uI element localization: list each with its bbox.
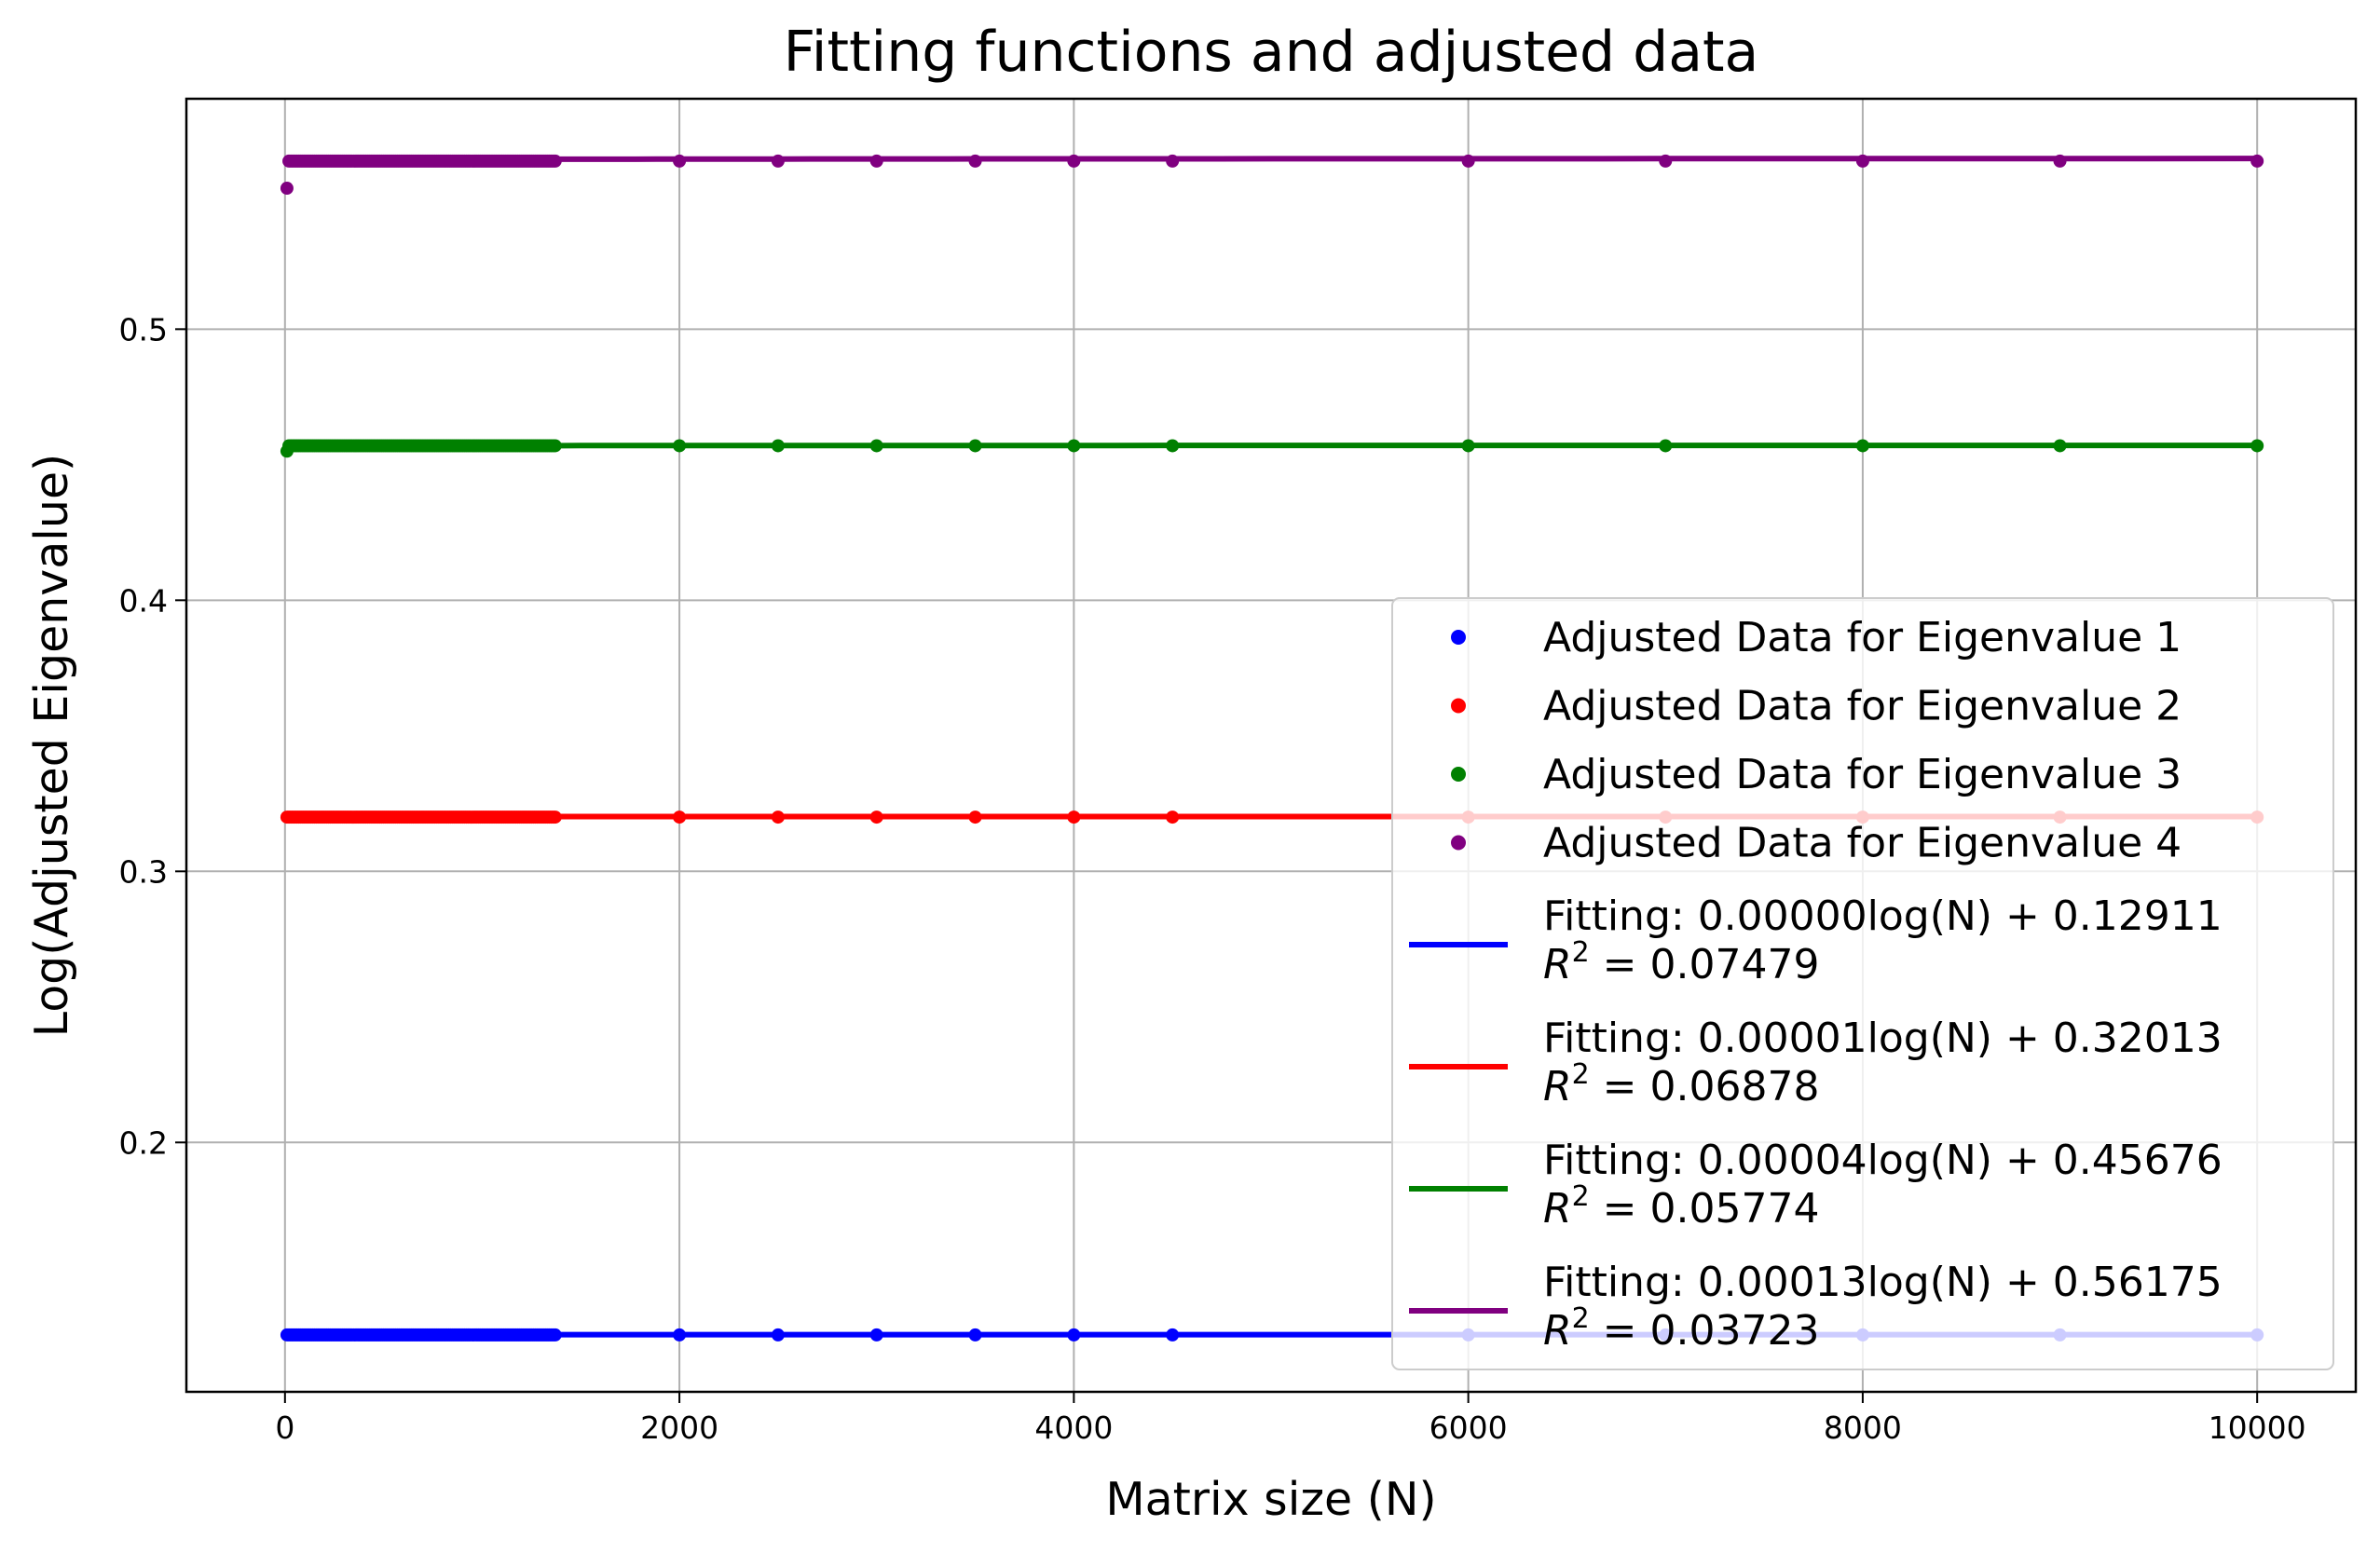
x-tick-label: 0 [275,1410,294,1446]
data-point [2250,439,2264,453]
data-point [1067,1328,1081,1342]
data-point [771,811,785,824]
r2-symbol: R [1543,1063,1572,1110]
legend-marker [1451,767,1466,782]
data-point [968,1328,982,1342]
r2-exponent: 2 [1572,1058,1590,1091]
r2-symbol: R [1543,1185,1572,1233]
y-tick-label: 0.2 [119,1124,168,1161]
data-point [548,1328,562,1342]
x-tick-label: 10000 [2209,1410,2306,1446]
data-point [869,439,883,453]
y-tick-label: 0.3 [119,853,168,890]
r2-value: = 0.03723 [1590,1307,1820,1355]
legend-r2-label: R2 = 0.06878 [1543,1058,1819,1110]
legend-r2-label: R2 = 0.07479 [1543,936,1819,988]
legend-label: Adjusted Data for Eigenvalue 4 [1543,820,2182,867]
data-point [1166,439,1180,453]
data-point [673,439,687,453]
data-point [968,439,982,453]
data-point [548,154,562,168]
data-point [280,182,294,196]
x-tick-label: 6000 [1429,1410,1508,1446]
r2-exponent: 2 [1572,1180,1590,1213]
data-point [1461,154,1475,168]
data-point [2053,154,2067,168]
legend-fit-label: Fitting: 0.00001log(N) + 0.32013 [1543,1015,2223,1062]
r2-exponent: 2 [1572,936,1590,969]
data-point [968,811,982,824]
r2-value: = 0.05774 [1590,1185,1820,1233]
data-point [1067,154,1081,168]
data-point [1067,439,1081,453]
data-point [869,154,883,168]
data-point [1659,154,1673,168]
legend-marker [1451,835,1466,851]
data-point [673,154,687,168]
data-point [771,154,785,168]
r2-value: = 0.06878 [1590,1063,1820,1110]
chart-title: Fitting functions and adjusted data [784,20,1759,85]
data-point [869,1328,883,1342]
y-axis-label: Log(Adjusted Eigenvalue) [25,454,78,1037]
data-point [2250,154,2264,168]
data-point [673,1328,687,1342]
data-point [771,1328,785,1342]
fit-line [286,443,2258,449]
data-point [1659,439,1673,453]
data-point [548,811,562,824]
r2-symbol: R [1543,1307,1572,1355]
y-tick-label: 0.5 [119,311,168,347]
data-point [1855,154,1869,168]
data-point [1166,154,1180,168]
legend-r2-label: R2 = 0.03723 [1543,1302,1819,1355]
x-axis-label: Matrix size (N) [1105,1473,1436,1526]
y-tick-label: 0.4 [119,582,168,619]
legend-box [1391,597,2334,1370]
data-point [1067,811,1081,824]
x-tick-label: 2000 [640,1410,718,1446]
data-point [1855,439,1869,453]
r2-exponent: 2 [1572,1302,1590,1335]
axis-ticks: 0 2000 4000 6000 8000 10000 0.2 0.3 0.4 0.5 [119,311,2306,1446]
legend-marker [1451,698,1466,714]
data-point [771,439,785,453]
data-point [1166,811,1180,824]
x-tick-label: 4000 [1034,1410,1113,1446]
legend: Adjusted Data for Eigenvalue 1 Adjusted D… [1391,597,2334,1370]
legend-fit-label: Fitting: 0.00004log(N) + 0.45676 [1543,1137,2223,1184]
legend-label: Adjusted Data for Eigenvalue 2 [1543,683,2182,730]
r2-symbol: R [1543,941,1572,988]
legend-label: Adjusted Data for Eigenvalue 1 [1543,614,2182,661]
data-point [1166,1328,1180,1342]
legend-fit-label: Fitting: 0.00000log(N) + 0.12911 [1543,892,2223,940]
legend-r2-label: R2 = 0.05774 [1543,1180,1819,1233]
data-point [1461,439,1475,453]
data-point [968,154,982,168]
data-point [548,439,562,453]
r2-value: = 0.07479 [1590,941,1820,988]
data-point [2053,439,2067,453]
data-point [673,811,687,824]
legend-marker [1451,630,1466,645]
data-point [869,811,883,824]
legend-label: Adjusted Data for Eigenvalue 3 [1543,751,2182,798]
x-tick-label: 8000 [1824,1410,1902,1446]
legend-fit-label: Fitting: 0.00013log(N) + 0.56175 [1543,1259,2223,1306]
fit-line [286,156,2258,164]
plot-frame [185,97,2358,1394]
plot-data [280,154,2264,1342]
